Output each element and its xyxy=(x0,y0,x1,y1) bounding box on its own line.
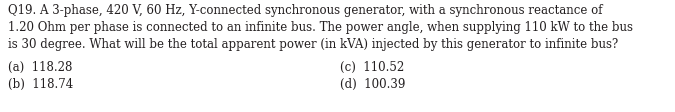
Text: (a)  118.28: (a) 118.28 xyxy=(8,61,72,74)
Text: Q19. A 3-phase, 420 V, 60 Hz, Y-connected synchronous generator, with a synchron: Q19. A 3-phase, 420 V, 60 Hz, Y-connecte… xyxy=(8,4,603,17)
Text: (b)  118.74: (b) 118.74 xyxy=(8,78,74,91)
Text: (c)  110.52: (c) 110.52 xyxy=(340,61,404,74)
Text: (d)  100.39: (d) 100.39 xyxy=(340,78,406,91)
Text: 1.20 Ohm per phase is connected to an infinite bus. The power angle, when supply: 1.20 Ohm per phase is connected to an in… xyxy=(8,21,633,34)
Text: is 30 degree. What will be the total apparent power (in kVA) injected by this ge: is 30 degree. What will be the total app… xyxy=(8,38,618,51)
